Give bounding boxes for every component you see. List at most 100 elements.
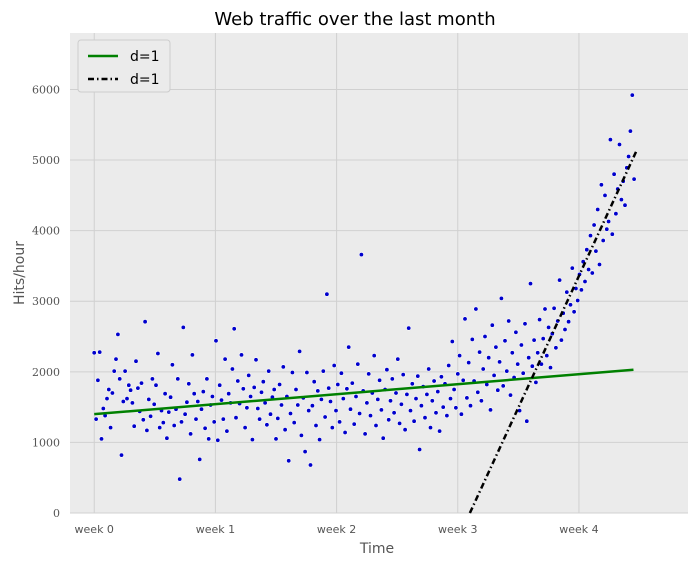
data-point	[199, 406, 205, 412]
data-point	[373, 422, 379, 428]
data-point	[542, 306, 548, 312]
data-point	[447, 396, 453, 402]
data-point	[418, 403, 424, 409]
data-point	[304, 369, 310, 375]
y-axis-ticks: 0 1000 2000 3000 4000 5000 6000	[32, 83, 60, 520]
x-tick-label: week 4	[559, 523, 598, 536]
data-point	[564, 289, 570, 295]
data-point	[527, 281, 533, 287]
data-point	[595, 207, 601, 213]
data-point	[273, 436, 279, 442]
data-point	[609, 231, 615, 237]
data-point	[415, 373, 421, 379]
data-point	[287, 410, 293, 416]
data-point	[437, 428, 443, 434]
data-point	[162, 391, 168, 397]
data-point	[140, 417, 146, 423]
data-point	[177, 476, 183, 482]
data-point	[197, 456, 203, 462]
data-point	[393, 390, 399, 396]
data-point	[235, 378, 241, 384]
data-point	[169, 362, 175, 368]
data-point	[427, 425, 433, 431]
x-axis-title: Time	[359, 541, 394, 557]
data-point	[400, 372, 406, 378]
data-point	[119, 452, 125, 458]
data-point	[575, 297, 581, 303]
data-point	[611, 171, 617, 177]
data-point	[391, 410, 397, 416]
data-point	[357, 410, 363, 416]
fit-line-black	[468, 148, 639, 514]
data-point	[604, 226, 610, 232]
data-point	[629, 92, 635, 98]
data-point	[135, 385, 141, 391]
data-point	[413, 396, 419, 402]
data-point	[424, 391, 430, 397]
data-point	[544, 353, 550, 359]
data-point	[502, 338, 508, 344]
data-point	[557, 277, 563, 283]
data-point	[286, 458, 292, 464]
data-point	[307, 462, 313, 468]
data-point	[444, 413, 450, 419]
data-point	[631, 176, 637, 182]
data-point	[117, 376, 123, 382]
data-point	[506, 318, 512, 324]
data-point	[91, 350, 97, 356]
y-tick-label: 5000	[32, 154, 60, 167]
data-point	[500, 383, 506, 389]
data-point	[429, 398, 435, 404]
data-point	[244, 405, 250, 411]
data-point	[473, 306, 479, 312]
data-point	[497, 359, 503, 365]
data-point	[220, 416, 226, 422]
data-point	[206, 436, 212, 442]
data-point	[387, 398, 393, 404]
data-point	[602, 192, 608, 198]
data-point	[540, 336, 546, 342]
data-point	[257, 416, 263, 422]
data-point	[271, 386, 277, 392]
x-tick-label: week 0	[75, 523, 114, 536]
y-tick-label: 1000	[32, 436, 60, 449]
data-point	[344, 386, 350, 392]
data-point	[347, 406, 353, 412]
data-point	[326, 385, 332, 391]
data-point	[411, 418, 417, 424]
data-point	[596, 261, 602, 267]
data-point	[487, 407, 493, 413]
data-point	[242, 425, 248, 431]
data-point	[384, 367, 390, 373]
data-point	[126, 382, 132, 388]
data-point	[131, 423, 137, 429]
data-point	[346, 344, 352, 350]
data-point	[215, 437, 221, 443]
data-point	[266, 368, 272, 374]
data-point	[104, 396, 110, 402]
data-point	[618, 197, 624, 203]
y-tick-label: 0	[53, 507, 60, 520]
data-point	[109, 390, 115, 396]
data-point	[217, 382, 223, 388]
data-point	[375, 396, 381, 402]
data-point	[160, 420, 166, 426]
data-point	[195, 398, 201, 404]
data-point	[449, 338, 455, 344]
data-point	[371, 353, 377, 359]
data-point	[453, 405, 459, 411]
data-point	[149, 376, 155, 382]
data-point	[224, 428, 230, 434]
data-point	[157, 425, 163, 431]
x-axis-ticks: week 0 week 1 week 2 week 3 week 4	[75, 523, 599, 536]
chart-title: Web traffic over the last month	[214, 9, 495, 30]
data-point	[460, 377, 466, 383]
data-point	[464, 395, 470, 401]
data-point	[313, 422, 319, 428]
data-point	[315, 388, 321, 394]
data-point	[202, 425, 208, 431]
data-point	[431, 378, 437, 384]
data-point	[338, 370, 344, 376]
line-series	[94, 148, 639, 514]
legend-label-black: d=1	[130, 72, 160, 88]
